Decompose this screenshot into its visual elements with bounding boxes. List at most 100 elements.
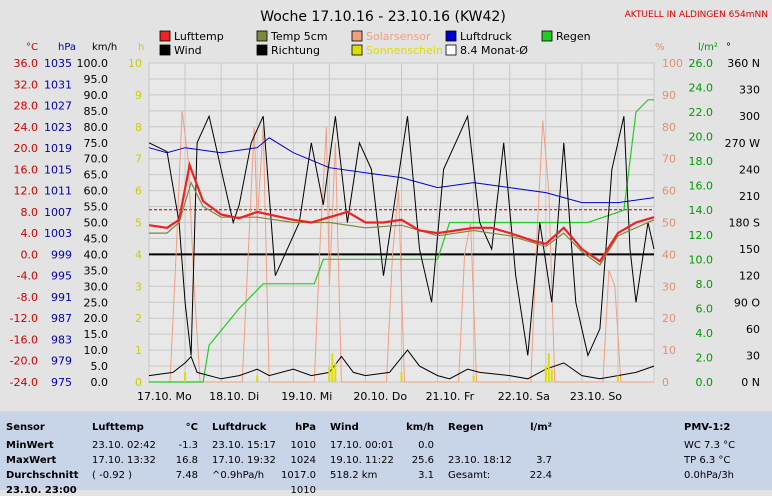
percent-tick-label: 70 — [662, 153, 676, 166]
table-unit-2: hPa — [295, 422, 316, 433]
sun-tick-label: 10 — [128, 57, 142, 70]
direction-tick-label: 90 O — [734, 296, 760, 309]
wind-tick-label: 55.0 — [84, 201, 109, 214]
series-line-luftdruck — [148, 137, 655, 204]
sun-tick-label: 8 — [135, 121, 142, 134]
row-label: Durchschnitt — [6, 470, 79, 481]
wind-tick-label: 60.0 — [84, 185, 109, 198]
rain-tick-label: 24.0 — [689, 82, 714, 95]
sunshine-bar — [256, 375, 259, 382]
table-unit-4: l/m² — [530, 422, 552, 433]
rain-time: Gesamt: — [448, 470, 491, 481]
rain-tick-label: 6.0 — [696, 302, 714, 315]
legend-swatch — [541, 30, 553, 42]
temp-value: 16.8 — [175, 455, 198, 466]
percent-tick-label: 100 — [662, 57, 683, 70]
table-header-1: Lufttemp — [92, 422, 144, 433]
pmv-value: 0.0hPa/3h — [684, 470, 735, 481]
percent-tick-label: 40 — [662, 248, 676, 261]
wind-time: 518.2 km — [330, 470, 378, 481]
sunshine-bar — [616, 375, 619, 382]
series-line-wind — [148, 349, 655, 380]
temp-value: 7.48 — [175, 470, 198, 481]
day-label: 22.10. Sa — [498, 390, 550, 403]
pressure-tick-label: 975 — [51, 376, 72, 389]
wind-tick-label: 85.0 — [84, 105, 109, 118]
pressure-value: 1024 — [290, 455, 316, 466]
sunshine-bar — [334, 362, 337, 382]
direction-tick-label: 240 — [739, 163, 760, 176]
temp-tick-label: -4.0 — [17, 270, 38, 283]
rain-tick-label: 26.0 — [689, 57, 714, 70]
temp-tick-label: 20.0 — [14, 142, 39, 155]
temp-tick-label: 12.0 — [14, 185, 39, 198]
temp-tick-label: 8.0 — [21, 206, 39, 219]
pressure-tick-label: 999 — [51, 248, 72, 261]
series-line-temp-5cm — [149, 180, 655, 266]
pressure-tick-label: 1007 — [44, 206, 72, 219]
table-header-5: PMV-1:2 — [684, 422, 731, 433]
series-layer — [148, 99, 655, 383]
legend-swatch — [256, 44, 268, 56]
rain-axis-unit: l/m² — [698, 42, 718, 53]
row-label: MinWert — [6, 440, 54, 451]
day-label: 17.10. Mo — [137, 390, 192, 403]
temp-axis-unit: °C — [26, 42, 38, 53]
legend-swatch — [445, 30, 457, 42]
sun-tick-label: 2 — [135, 312, 142, 325]
wind-value: 25.6 — [411, 455, 434, 466]
series-line-lufttemp — [148, 161, 655, 263]
pressure-time: ^0.9hPa/h — [212, 470, 265, 481]
wind-axis-unit: km/h — [92, 42, 117, 53]
percent-tick-label: 90 — [662, 89, 676, 102]
legend: Lufttemp Temp 5cm Solarsensor Luftdruck Rege… — [159, 30, 591, 57]
percent-tick-label: 60 — [662, 185, 676, 198]
percent-tick-label: 30 — [662, 280, 676, 293]
pressure-tick-label: 979 — [51, 355, 72, 368]
wind-tick-label: 25.0 — [84, 296, 109, 309]
sunshine-bar — [400, 372, 403, 382]
pressure-tick-label: 991 — [51, 291, 72, 304]
pressure-axis-unit: hPa — [58, 42, 76, 53]
temp-tick-label: 32.0 — [14, 78, 39, 91]
sun-tick-label: 5 — [135, 217, 142, 230]
wind-tick-label: 75.0 — [84, 137, 109, 150]
rain-tick-label: 10.0 — [689, 253, 714, 266]
sun-tick-label: 0 — [135, 376, 142, 389]
temp-tick-label: -20.0 — [10, 355, 38, 368]
legend-label: Lufttemp — [174, 30, 224, 43]
wind-tick-label: 5.0 — [91, 360, 109, 373]
wind-tick-label: 65.0 — [84, 169, 109, 182]
temp-tick-label: -12.0 — [10, 312, 38, 325]
wind-value: 0.0 — [418, 440, 434, 451]
percent-tick-label: 0 — [662, 376, 669, 389]
sunshine-bar — [544, 366, 547, 382]
rain-tick-label: 2.0 — [696, 351, 714, 364]
summary-table: Sensor Lufttemp °C Luftdruck hPa Wind km/h Rege… — [0, 411, 772, 496]
wind-tick-label: 90.0 — [84, 89, 109, 102]
day-label: 23.10. So — [570, 390, 622, 403]
direction-tick-label: 0 N — [741, 376, 760, 389]
table-header-3: Wind — [330, 422, 359, 433]
pressure-value: 1010 — [290, 485, 316, 496]
day-label: 18.10. Di — [209, 390, 259, 403]
pressure-tick-label: 1011 — [44, 185, 72, 198]
temp-tick-label: -24.0 — [10, 376, 38, 389]
table-header-0: Sensor — [6, 422, 45, 433]
wind-tick-label: 95.0 — [84, 73, 109, 86]
day-label: 21.10. Fr — [426, 390, 475, 403]
rain-value: 22.4 — [529, 470, 552, 481]
temp-tick-label: 4.0 — [21, 227, 39, 240]
temp-tick-label: 36.0 — [14, 57, 39, 70]
sun-axis-unit: h — [138, 42, 144, 53]
rain-value: 3.7 — [536, 455, 552, 466]
percent-axis-unit: % — [655, 42, 665, 53]
rain-tick-label: 4.0 — [696, 327, 714, 340]
legend-label: Sonnenschein — [366, 44, 443, 57]
direction-tick-label: 270 W — [725, 137, 760, 150]
legend-label: Regen — [556, 30, 591, 43]
wind-tick-label: 40.0 — [84, 248, 109, 261]
wind-value: 3.1 — [418, 470, 434, 481]
sunshine-bar — [550, 369, 553, 382]
pressure-tick-label: 1023 — [44, 121, 72, 134]
